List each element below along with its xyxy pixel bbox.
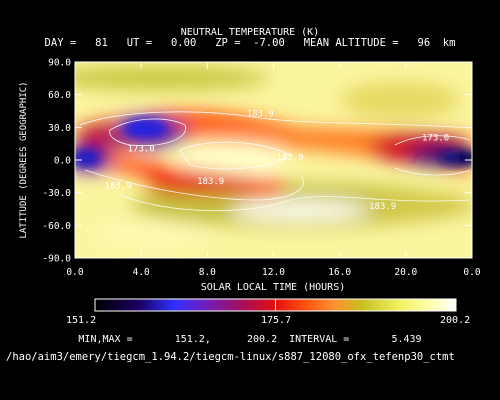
colorbar-min-label: 151.2 [66,315,97,326]
y-tick-label: 30.0 [48,123,71,134]
axis-ticks [74,61,473,259]
x-tick-label: 0.0 [463,267,480,278]
x-tick-label: 8.0 [199,267,216,278]
chart-title: NEUTRAL TEMPERATURE (K) [180,27,320,38]
contour-label: 183.9 [197,177,224,187]
y-tick-label: -60.0 [42,221,71,232]
colorbar-max-label: 200.2 [440,315,471,326]
y-tick-label: 90.0 [48,58,71,69]
x-tick-label: 12.0 [262,267,285,278]
contour-label: 183.9 [104,181,131,191]
colorbar-mid-label: 175.7 [261,315,292,326]
file-path-text: /hao/aim3/emery/tiegcm_1.94.2/tiegcm-lin… [6,351,455,363]
x-axis-label: SOLAR LOCAL TIME (HOURS) [201,282,346,293]
contour-labels: 183.9 173.0 183.9 183.9 183.9 173.0 183.9 [104,109,449,212]
contour-label: 183.9 [276,153,303,163]
y-tick-label: -30.0 [42,188,71,199]
x-tick-labels: 0.0 4.0 8.0 12.0 16.0 20.0 0.0 [66,267,480,278]
heatmap-field [75,62,472,258]
y-tick-label: 0.0 [54,156,71,167]
x-tick-label: 0.0 [66,267,83,278]
contour-label: 173.0 [128,144,155,154]
contour-label: 173.0 [422,133,449,143]
y-tick-label: 60.0 [48,90,71,101]
y-axis-label: LATITUDE (DEGREES GEOGRAPHIC) [19,81,29,238]
contour-label: 183.9 [369,202,396,212]
y-tick-label: -90.0 [42,254,71,265]
minmax-interval-text: MIN,MAX = 151.2, 200.2 INTERVAL = 5.439 [78,334,422,345]
contour-label: 183.9 [247,109,274,119]
x-tick-label: 20.0 [394,267,417,278]
chart-subtitle: DAY = 81 UT = 0.00 ZP = -7.00 MEAN ALTIT… [44,37,456,49]
x-tick-label: 4.0 [133,267,150,278]
y-tick-labels: 90.0 60.0 30.0 0.0 -30.0 -60.0 -90.0 [42,58,71,265]
x-tick-label: 16.0 [328,267,351,278]
